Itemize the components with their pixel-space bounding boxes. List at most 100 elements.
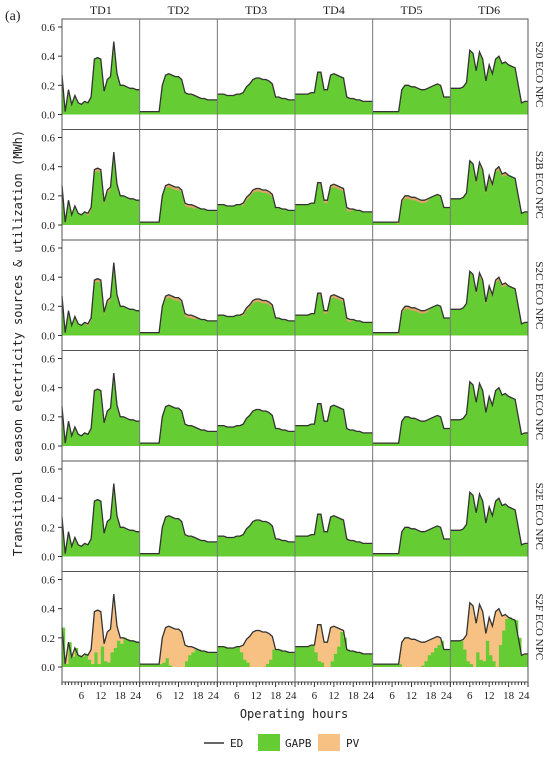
- ed-line: [61, 483, 140, 554]
- ed-line: [217, 298, 295, 322]
- panel-s2e-td3: [217, 519, 295, 557]
- y-tick-label: 0.0: [41, 220, 55, 232]
- y-tick-label: 0.4: [41, 51, 55, 63]
- y-tick-label: 0.2: [41, 412, 55, 424]
- row-title-s2c: S2C ECO NPC: [533, 261, 545, 329]
- panel-s20-td2: [139, 72, 218, 115]
- y-tick-label: 0.0: [41, 441, 55, 453]
- panel-s20-td6: [450, 48, 528, 115]
- ed-line: [139, 625, 218, 665]
- x-tick-label: 12: [484, 690, 495, 702]
- ed-line: [450, 490, 528, 546]
- y-tick-label: 0.4: [41, 162, 55, 174]
- ed-line: [295, 513, 373, 545]
- legend: ED GAPB PV: [204, 734, 360, 751]
- y-tick-label: 0.2: [41, 522, 55, 534]
- panel-s2b-td6: [450, 159, 528, 225]
- panel-s2b-td3: [217, 187, 295, 225]
- panel-s2d-td1: [61, 373, 140, 446]
- row-title-s2d: S2D ECO NPC: [533, 372, 545, 440]
- panel-s20-td4: [295, 71, 373, 115]
- y-axis-ticks: 0.0 0.2 0.4 0.6 0.0 0.2 0.4 0.6 0.0 0.2 0.4 0.6 0.0 0…: [41, 22, 62, 674]
- gapb-area: [217, 188, 295, 225]
- column-titles: TD1 TD2 TD3 TD4 TD5 TD6: [90, 3, 500, 17]
- gapb-area: [62, 262, 140, 336]
- y-tick-label: 0.6: [41, 243, 55, 255]
- y-tick-label: 0.6: [41, 464, 55, 476]
- gapb-area: [62, 373, 140, 446]
- gapb-area: [217, 520, 295, 557]
- gapb-area: [139, 184, 218, 225]
- ed-line: [372, 193, 451, 223]
- legend-pv-label: PV: [346, 737, 360, 750]
- ed-line: [295, 292, 373, 324]
- x-tick-label: 18: [115, 690, 127, 702]
- x-tick-label: 12: [251, 690, 262, 702]
- x-tick-label: 12: [95, 690, 106, 702]
- y-tick-label: 0.6: [41, 133, 55, 145]
- gapb-area: [295, 403, 373, 446]
- x-tick-label: 6: [467, 690, 473, 702]
- panel-s2c-td1: [61, 262, 140, 336]
- ed-line: [372, 414, 451, 444]
- y-tick-label: 0.2: [41, 633, 55, 645]
- panel-s2c-td4: [295, 292, 373, 336]
- ed-line: [217, 629, 295, 654]
- gapb-area: [450, 160, 528, 225]
- panel-s2d-td5: [372, 414, 451, 446]
- gapb-area: [372, 83, 451, 115]
- legend-pv-swatch: [318, 734, 340, 751]
- panel-label: (a): [5, 9, 21, 24]
- y-tick-label: 0.4: [41, 383, 55, 395]
- x-tick-label: 6: [234, 690, 240, 702]
- ed-line: [372, 525, 451, 555]
- legend-gapb-swatch: [258, 734, 280, 751]
- gapb-area: [217, 409, 295, 446]
- ed-line: [61, 41, 140, 112]
- y-tick-label: 0.0: [41, 110, 55, 122]
- x-tick-label: 18: [425, 690, 437, 702]
- panel-s2e-td4: [295, 513, 373, 557]
- gapb-area: [217, 646, 295, 667]
- ed-line: [217, 187, 295, 212]
- y-tick-label: 0.0: [41, 662, 55, 674]
- gapb-area: [372, 304, 451, 336]
- column-title-td1: TD1: [90, 3, 112, 17]
- ed-line: [295, 624, 373, 655]
- gapb-area: [217, 299, 295, 336]
- ed-line: [450, 159, 528, 215]
- panel-s2c-td2: [139, 293, 218, 336]
- ed-line: [139, 72, 218, 113]
- panel-s2f-td5: [372, 635, 451, 667]
- x-tick-label: 18: [270, 690, 282, 702]
- gapb-area: [139, 73, 218, 115]
- ed-line: [61, 373, 140, 444]
- panel-s2f-td2: [139, 625, 218, 667]
- panel-s2d-td4: [295, 403, 373, 446]
- ed-line: [450, 380, 528, 436]
- gapb-area: [139, 405, 218, 446]
- x-tick-label: 6: [156, 690, 162, 702]
- y-tick-label: 0.2: [41, 191, 55, 203]
- column-title-td4: TD4: [323, 3, 345, 17]
- ed-line: [295, 182, 373, 213]
- ed-line: [372, 83, 451, 113]
- panel-s2c-td3: [217, 298, 295, 336]
- x-tick-label: 18: [348, 690, 360, 702]
- panel-s2d-td6: [450, 380, 528, 446]
- panel-s2b-td5: [372, 193, 451, 225]
- gapb-area: [450, 271, 528, 336]
- panel-s2e-td1: [61, 483, 140, 557]
- panel-s2e-td5: [372, 525, 451, 557]
- panel-s2b-td4: [295, 182, 373, 225]
- x-tick-label: 18: [503, 690, 515, 702]
- panel-s2f-td3: [217, 629, 295, 667]
- x-tick-label: 18: [192, 690, 204, 702]
- ed-line: [295, 403, 373, 434]
- gapb-area: [139, 649, 218, 667]
- ed-line: [217, 408, 295, 433]
- ed-line: [217, 77, 295, 101]
- gapb-area: [295, 72, 373, 115]
- x-tick-label: 24: [441, 690, 453, 702]
